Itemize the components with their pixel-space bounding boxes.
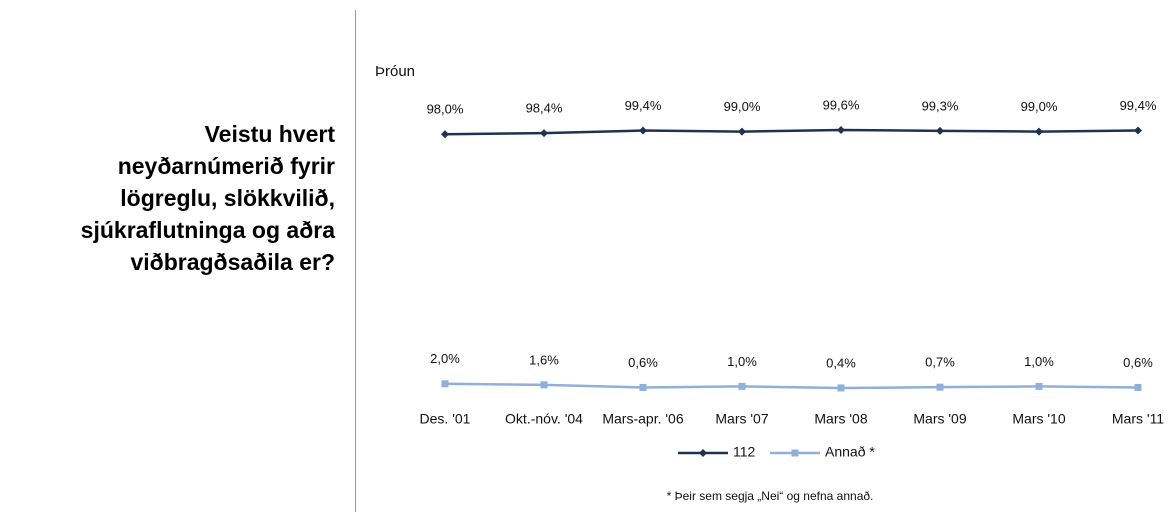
value-label: 0,6% — [628, 355, 658, 370]
marker — [1035, 127, 1043, 136]
marker — [936, 383, 944, 391]
marker — [1134, 126, 1142, 135]
marker — [540, 129, 548, 138]
value-label: 0,4% — [826, 355, 856, 370]
value-label: 0,7% — [925, 355, 955, 370]
x-tick-label: Des. '01 — [420, 411, 471, 427]
marker — [639, 126, 647, 135]
series-line — [444, 382, 1139, 390]
question-line: viðbragðsaðila er? — [130, 249, 335, 275]
question: Veistu hvert neyðarnúmerið fyrir lögreglu,… — [81, 118, 335, 278]
value-label: 99,6% — [823, 97, 860, 112]
marker — [738, 382, 746, 390]
value-label: 99,3% — [922, 98, 959, 113]
marker — [441, 130, 449, 139]
question-line: Veistu hvert — [204, 121, 335, 147]
marker — [738, 127, 746, 136]
marker — [837, 126, 845, 135]
value-label: 2,0% — [430, 351, 460, 366]
marker — [1035, 382, 1043, 390]
x-tick-label: Mars '08 — [814, 411, 867, 427]
legend-label: 112 — [733, 444, 756, 460]
value-label: 99,0% — [1021, 99, 1058, 114]
question-line: sjúkraflutninga og aðra — [80, 217, 335, 243]
value-label: 99,4% — [625, 98, 662, 113]
value-label: 0,6% — [1123, 355, 1153, 370]
footnote: * Þeir sem segja „Nei“ og nefna annað. — [667, 489, 874, 503]
marker — [936, 126, 944, 135]
x-tick-label: Mars '09 — [913, 411, 966, 427]
value-label: 1,6% — [529, 352, 559, 367]
marker — [441, 380, 449, 388]
x-tick-label: Mars '07 — [715, 411, 768, 427]
value-label: 99,4% — [1120, 98, 1157, 113]
value-label: 1,0% — [1024, 354, 1054, 369]
legend-label: Annað * — [825, 444, 875, 460]
chart-title: Þróun — [375, 63, 415, 80]
marker — [540, 381, 548, 389]
value-label: 99,0% — [724, 99, 761, 114]
x-tick-label: Mars '10 — [1012, 411, 1065, 427]
marker — [837, 384, 845, 392]
marker — [699, 449, 707, 457]
x-tick-label: Mars '11 — [1112, 411, 1164, 427]
marker — [791, 449, 799, 457]
divider — [355, 10, 356, 512]
question-line: lögreglu, slökkvilið, — [120, 185, 335, 211]
value-label: 1,0% — [727, 354, 757, 369]
value-label: 98,0% — [427, 102, 464, 117]
value-label: 98,4% — [526, 101, 563, 116]
marker — [1134, 383, 1142, 391]
question-line: neyðarnúmerið fyrir — [117, 153, 335, 179]
x-tick-label: Okt.-nóv. '04 — [505, 411, 583, 427]
marker — [639, 383, 647, 391]
series-line — [444, 128, 1139, 136]
x-tick-label: Mars-apr. '06 — [602, 411, 683, 427]
